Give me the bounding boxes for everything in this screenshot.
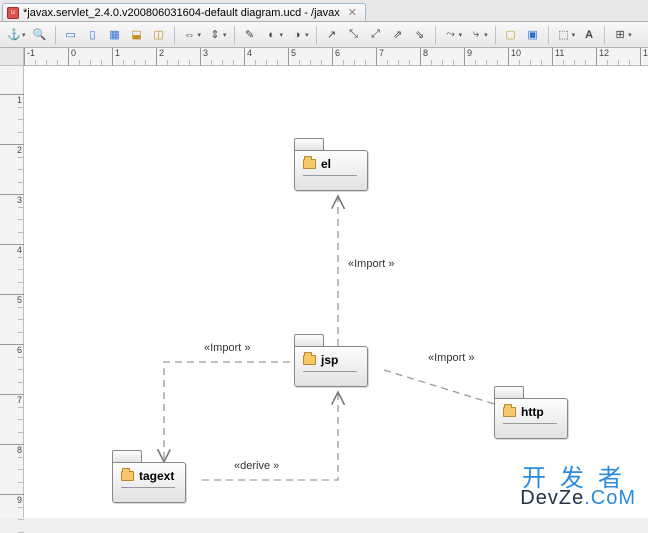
chevron-down-icon[interactable]: ▾ xyxy=(22,31,26,39)
ucd-file-icon: u xyxy=(7,7,19,19)
package-label: el xyxy=(321,157,331,171)
edge-label: «Import » xyxy=(428,352,474,364)
edge-jsp-tagext[interactable] xyxy=(164,362,302,462)
chevron-down-icon[interactable]: ▾ xyxy=(223,31,227,39)
note-icon[interactable]: ▢ xyxy=(501,25,521,45)
edge-label: «derive » xyxy=(234,460,279,472)
ruler-vertical: 123456789 xyxy=(0,66,24,518)
canvas-area: -1012345678910111213 123456789 开发者 DevZe… xyxy=(0,48,648,518)
conn-dep-icon[interactable]: ↗ xyxy=(322,25,342,45)
ruler-corner xyxy=(0,48,24,66)
package-label: tagext xyxy=(139,469,174,483)
separator xyxy=(435,26,436,44)
layout-radial-icon[interactable]: ◫ xyxy=(149,25,169,45)
chevron-down-icon[interactable]: ▾ xyxy=(305,31,309,39)
separator xyxy=(548,26,549,44)
separator xyxy=(604,26,605,44)
text-tool-icon[interactable]: A xyxy=(579,25,599,45)
separator xyxy=(174,26,175,44)
package-tagext[interactable]: tagext xyxy=(112,450,186,503)
chevron-down-icon[interactable]: ▾ xyxy=(459,31,463,39)
folder-icon xyxy=(121,471,134,481)
conn-assoc-icon[interactable]: ⤡ xyxy=(344,25,364,45)
router-rect-icon[interactable]: ⤷ xyxy=(466,25,486,45)
package-body: tagext xyxy=(112,462,186,503)
tab-bar: u *javax.servlet_2.4.0.v200806031604-def… xyxy=(0,0,648,22)
package-tab xyxy=(112,450,142,462)
separator xyxy=(316,26,317,44)
package-body: http xyxy=(494,398,568,439)
edge-label: «Import » xyxy=(348,258,394,270)
package-jsp[interactable]: jsp xyxy=(294,334,368,387)
chevron-down-icon[interactable]: ▾ xyxy=(484,31,488,39)
align-h-icon[interactable]: ⇔ xyxy=(180,25,200,45)
separator xyxy=(234,26,235,44)
folder-icon xyxy=(303,159,316,169)
package-tab xyxy=(294,138,324,150)
layout-tree-icon[interactable]: ⬓ xyxy=(127,25,147,45)
tree-icon[interactable]: ⊞ xyxy=(610,25,630,45)
toolbar: ⚓▾ 🔍 ▭ ▯ ▦ ⬓ ◫ ⇔▾ ⇕▾ ✎ ◐▾ ◑▾ ↗ ⤡ ⤢ ⇗ ⇘ ⤳… xyxy=(0,22,648,48)
folder-icon xyxy=(503,407,516,417)
editor-tab[interactable]: u *javax.servlet_2.4.0.v200806031604-def… xyxy=(2,3,366,21)
tab-title: *javax.servlet_2.4.0.v200806031604-defau… xyxy=(23,7,340,19)
layout-v-icon[interactable]: ▯ xyxy=(83,25,103,45)
align-v-icon[interactable]: ⇕ xyxy=(205,25,225,45)
layout-h-icon[interactable]: ▭ xyxy=(61,25,81,45)
watermark: 开发者 DevZe.CoM xyxy=(520,458,636,510)
chevron-down-icon[interactable]: ▾ xyxy=(198,31,202,39)
conn-aggr-icon[interactable]: ⤢ xyxy=(366,25,386,45)
zoom-fit-icon[interactable]: 🔍 xyxy=(30,25,50,45)
anchor-icon[interactable]: ⚓ xyxy=(4,25,24,45)
package-http[interactable]: http xyxy=(494,386,568,439)
line-color-icon[interactable]: ◐ xyxy=(262,25,282,45)
select-all-icon[interactable]: ⬚ xyxy=(554,25,574,45)
package-el[interactable]: el xyxy=(294,138,368,191)
package-tab xyxy=(294,334,324,346)
package-body: el xyxy=(294,150,368,191)
layout-grid-icon[interactable]: ▦ xyxy=(105,25,125,45)
ruler-horizontal: -1012345678910111213 xyxy=(24,48,648,66)
conn-direct-icon[interactable]: ⇗ xyxy=(388,25,408,45)
separator xyxy=(495,26,496,44)
diagram-canvas[interactable]: 开发者 DevZe.CoM el jsp http tagext «Import » «I… xyxy=(24,66,648,518)
edit-icon[interactable]: ✎ xyxy=(240,25,260,45)
watermark-line2: DevZe.CoM xyxy=(520,487,636,510)
chevron-down-icon[interactable]: ▾ xyxy=(280,31,284,39)
package-label: http xyxy=(521,405,544,419)
router-oblique-icon[interactable]: ⤳ xyxy=(441,25,461,45)
package-label: jsp xyxy=(321,353,338,367)
package-icon[interactable]: ▣ xyxy=(523,25,543,45)
separator xyxy=(55,26,56,44)
package-tab xyxy=(494,386,524,398)
close-icon[interactable]: ✕ xyxy=(348,6,357,19)
chevron-down-icon[interactable]: ▾ xyxy=(628,31,632,39)
chevron-down-icon[interactable]: ▾ xyxy=(572,31,576,39)
folder-icon xyxy=(303,355,316,365)
package-body: jsp xyxy=(294,346,368,387)
conn-real-icon[interactable]: ⇘ xyxy=(410,25,430,45)
fill-color-icon[interactable]: ◑ xyxy=(287,25,307,45)
edge-label: «Import » xyxy=(204,342,250,354)
